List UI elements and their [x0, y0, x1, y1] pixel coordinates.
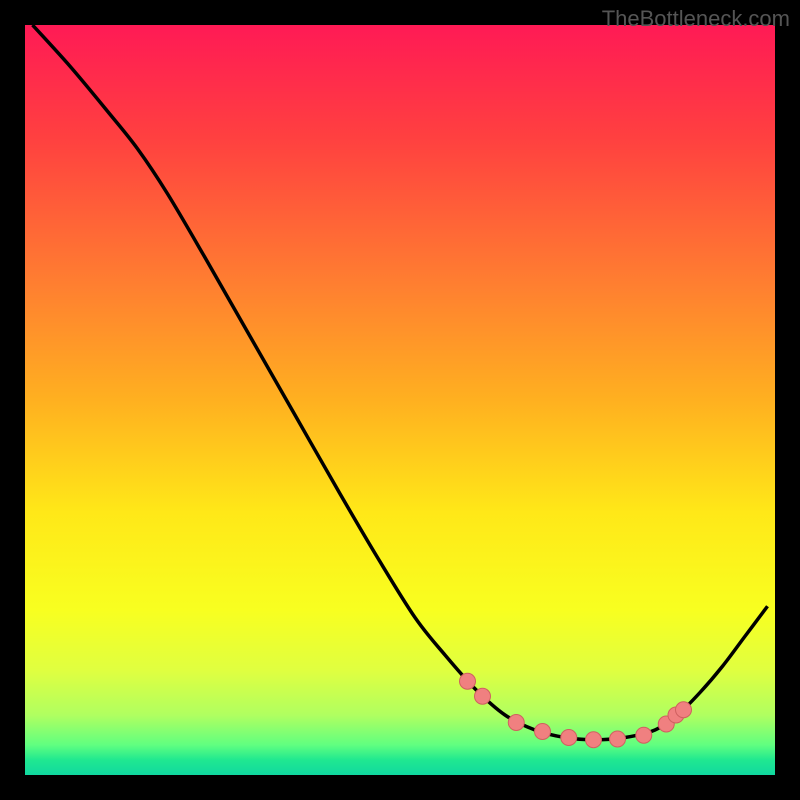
marker-point	[586, 732, 602, 748]
marker-point	[636, 727, 652, 743]
marker-point	[561, 730, 577, 746]
marker-point	[475, 688, 491, 704]
marker-point	[460, 673, 476, 689]
chart-container: TheBottleneck.com	[0, 0, 800, 800]
chart-svg	[25, 25, 775, 775]
watermark-text: TheBottleneck.com	[602, 6, 790, 32]
marker-point	[535, 724, 551, 740]
marker-point	[610, 731, 626, 747]
marker-point	[676, 702, 692, 718]
marker-point	[508, 715, 524, 731]
gradient-background	[25, 25, 775, 775]
chart-plot-area	[25, 25, 775, 775]
